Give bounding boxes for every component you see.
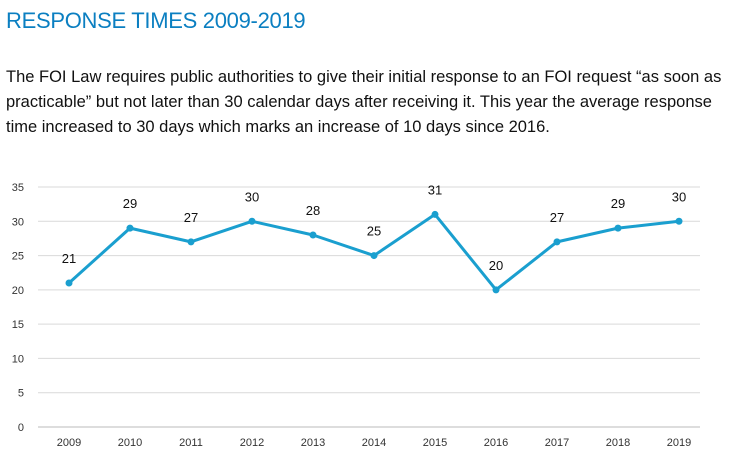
- x-tick-label: 2019: [667, 437, 691, 449]
- data-label: 31: [428, 182, 442, 197]
- data-label: 29: [611, 196, 625, 211]
- y-tick-label: 15: [12, 319, 24, 331]
- x-tick-label: 2018: [606, 437, 630, 449]
- data-point: [126, 224, 134, 232]
- data-label: 29: [123, 196, 137, 211]
- x-tick-label: 2013: [301, 437, 325, 449]
- data-point: [309, 231, 317, 239]
- data-point: [65, 279, 73, 287]
- x-tick-label: 2016: [484, 437, 508, 449]
- x-tick-label: 2012: [240, 437, 264, 449]
- data-label: 27: [184, 210, 198, 225]
- y-tick-label: 30: [12, 216, 24, 228]
- data-label: 30: [245, 189, 259, 204]
- data-point: [492, 286, 500, 294]
- x-tick-label: 2011: [179, 437, 203, 449]
- y-tick-label: 0: [18, 422, 24, 434]
- x-tick-label: 2017: [545, 437, 569, 449]
- data-label: 30: [672, 189, 686, 204]
- data-label: 28: [306, 203, 320, 218]
- y-tick-label: 25: [12, 251, 24, 263]
- data-point: [370, 252, 378, 260]
- data-label: 27: [550, 210, 564, 225]
- x-tick-label: 2014: [362, 437, 386, 449]
- y-tick-label: 20: [12, 285, 24, 297]
- y-tick-label: 5: [18, 388, 24, 400]
- data-point: [675, 217, 683, 225]
- data-point: [187, 238, 195, 246]
- y-tick-label: 10: [12, 353, 24, 365]
- description-paragraph: The FOI Law requires public authorities …: [6, 68, 722, 136]
- data-label: 20: [489, 258, 503, 273]
- data-point: [431, 210, 439, 218]
- data-point: [248, 217, 256, 225]
- data-point: [614, 224, 622, 232]
- x-tick-label: 2015: [423, 437, 447, 449]
- x-tick-label: 2010: [118, 437, 142, 449]
- section-heading: RESPONSE TIMES 2009-2019: [6, 8, 306, 33]
- x-tick-label: 2009: [57, 437, 81, 449]
- y-tick-label: 35: [12, 182, 24, 194]
- data-point: [553, 238, 561, 246]
- data-label: 21: [62, 251, 76, 266]
- data-label: 25: [367, 224, 381, 239]
